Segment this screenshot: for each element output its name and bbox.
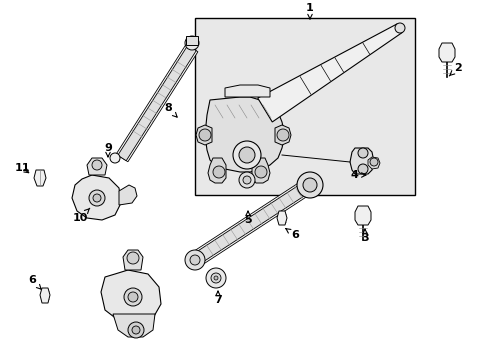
Polygon shape <box>349 148 373 174</box>
Circle shape <box>254 166 266 178</box>
Circle shape <box>110 153 120 163</box>
Polygon shape <box>113 314 155 337</box>
Circle shape <box>214 276 218 280</box>
Polygon shape <box>276 211 286 225</box>
Circle shape <box>92 160 102 170</box>
Text: 11: 11 <box>14 163 30 173</box>
Circle shape <box>89 190 105 206</box>
Polygon shape <box>87 158 107 175</box>
Text: 6: 6 <box>285 229 298 240</box>
Circle shape <box>199 129 210 141</box>
Circle shape <box>210 273 221 283</box>
Circle shape <box>357 164 367 174</box>
Polygon shape <box>367 157 379 169</box>
Circle shape <box>184 250 204 270</box>
Circle shape <box>184 36 199 50</box>
Polygon shape <box>123 250 142 270</box>
Polygon shape <box>72 175 121 220</box>
Circle shape <box>394 23 404 33</box>
Polygon shape <box>196 125 212 145</box>
Text: 1: 1 <box>305 3 313 19</box>
Polygon shape <box>40 288 50 303</box>
Circle shape <box>296 172 323 198</box>
Text: 3: 3 <box>361 229 368 243</box>
Polygon shape <box>207 158 225 183</box>
Text: 4: 4 <box>349 170 365 180</box>
Circle shape <box>232 141 261 169</box>
Circle shape <box>239 147 254 163</box>
Bar <box>195 18 414 195</box>
Polygon shape <box>354 206 370 225</box>
Polygon shape <box>224 85 269 97</box>
Polygon shape <box>251 158 269 183</box>
Circle shape <box>239 172 254 188</box>
Polygon shape <box>257 24 402 122</box>
Polygon shape <box>204 97 285 172</box>
Polygon shape <box>190 178 314 267</box>
Circle shape <box>128 322 143 338</box>
Circle shape <box>124 288 142 306</box>
Circle shape <box>303 178 316 192</box>
Circle shape <box>132 326 140 334</box>
Polygon shape <box>185 36 198 45</box>
Polygon shape <box>438 43 454 62</box>
Circle shape <box>213 166 224 178</box>
Polygon shape <box>191 180 313 265</box>
Text: 10: 10 <box>72 208 90 223</box>
Polygon shape <box>116 44 198 162</box>
Polygon shape <box>274 125 290 145</box>
Text: 5: 5 <box>244 211 251 225</box>
Text: 2: 2 <box>448 63 461 76</box>
Circle shape <box>190 255 200 265</box>
Circle shape <box>127 252 139 264</box>
Polygon shape <box>118 45 196 161</box>
Circle shape <box>369 158 377 166</box>
Text: 8: 8 <box>164 103 177 117</box>
Text: 6: 6 <box>28 275 41 289</box>
Polygon shape <box>101 270 161 324</box>
Polygon shape <box>34 170 46 186</box>
Circle shape <box>93 194 101 202</box>
Circle shape <box>357 148 367 158</box>
Text: 9: 9 <box>104 143 112 157</box>
Circle shape <box>276 129 288 141</box>
Circle shape <box>205 268 225 288</box>
Polygon shape <box>119 185 137 205</box>
Text: 7: 7 <box>214 291 222 305</box>
Circle shape <box>243 176 250 184</box>
Circle shape <box>128 292 138 302</box>
